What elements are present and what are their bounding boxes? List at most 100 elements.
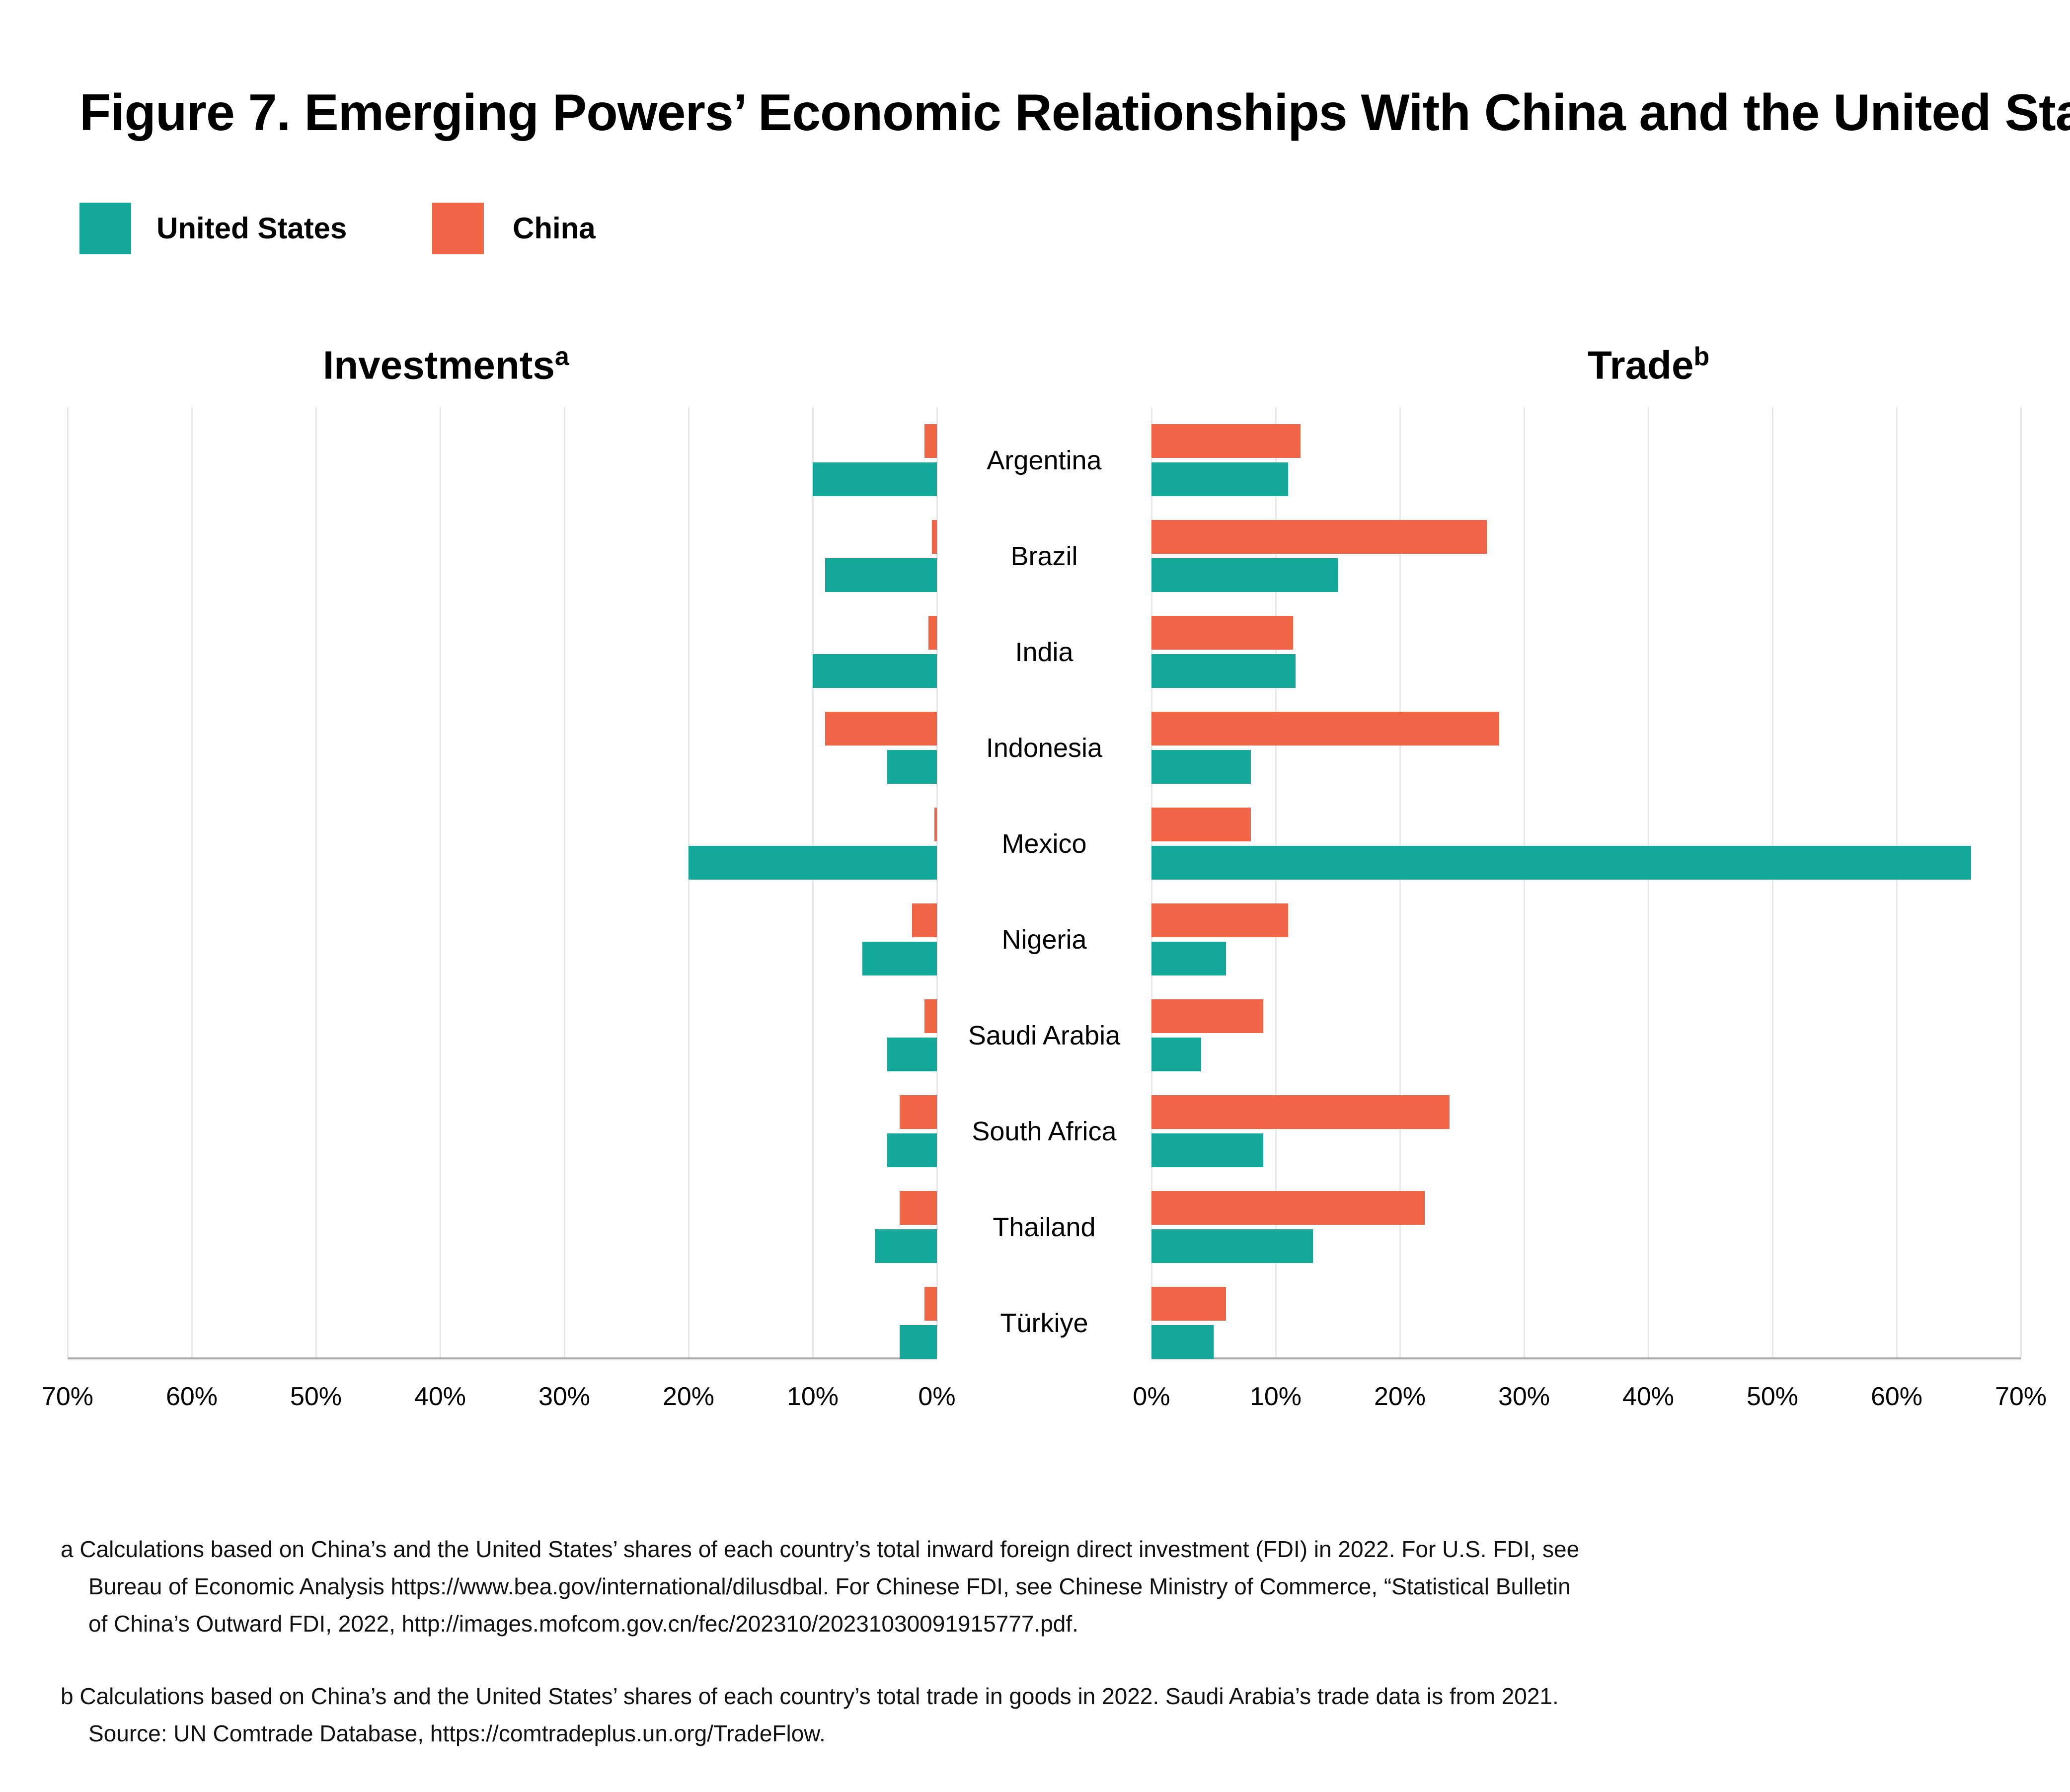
country-label-column: Argentina Brazil India Indonesia Mexico Niger… — [937, 407, 1151, 1357]
bar-trade-saudi-arabia-united-states — [1151, 1038, 1201, 1071]
footnote-a-marker: a — [554, 342, 569, 371]
country-label-indonesia: Indonesia — [986, 733, 1103, 763]
bar-trade-saudi-arabia-china — [1151, 999, 1263, 1033]
gridline-investments-4 — [564, 407, 565, 1357]
bar-investments-india-united-states — [813, 654, 937, 688]
footnote-b-line-1: Calculations based on China’s and the Un… — [79, 1683, 1559, 1709]
legend-swatch-china — [432, 203, 484, 254]
tick-investments-60pct: 60% — [165, 1382, 218, 1411]
footnote-a: a Calculations based on China’s and the … — [61, 1531, 1579, 1643]
gridline-trade-5 — [1772, 407, 1773, 1357]
gridline-trade-0 — [1151, 407, 1152, 1357]
bar-investments-south-africa-united-states — [887, 1133, 937, 1167]
figure-title: Figure 7. Emerging Powers’ Economic Rela… — [79, 84, 2070, 142]
bar-investments-thailand-china — [900, 1191, 937, 1225]
footnote-b-mark: b — [61, 1683, 74, 1709]
gridline-trade-1 — [1275, 407, 1277, 1357]
tick-trade-50pct: 50% — [1746, 1382, 1799, 1411]
gridline-investments-2 — [315, 407, 317, 1357]
gridline-investments-1 — [191, 407, 193, 1357]
bar-investments-mexico-china — [934, 808, 937, 841]
footnote-b-marker: b — [1693, 342, 1710, 371]
footnote-b: b Calculations based on China’s and the … — [61, 1678, 1559, 1752]
bar-investments-nigeria-china — [912, 903, 937, 937]
bar-trade-argentina-china — [1151, 424, 1301, 458]
bar-trade-india-china — [1151, 616, 1293, 650]
bar-investments-saudi-arabia-united-states — [887, 1038, 937, 1071]
bar-investments-thailand-united-states — [875, 1229, 937, 1263]
bar-trade-south-africa-united-states — [1151, 1133, 1263, 1167]
investments-plot — [67, 407, 938, 1359]
bar-trade-thailand-united-states — [1151, 1229, 1313, 1263]
tick-investments-70pct: 70% — [41, 1382, 94, 1411]
gridline-investments-5 — [688, 407, 690, 1357]
country-label-india: India — [1015, 637, 1073, 667]
bar-trade-india-united-states — [1151, 654, 1296, 688]
tick-investments-10pct: 10% — [786, 1382, 839, 1411]
country-label-mexico: Mexico — [1001, 829, 1087, 859]
gridline-trade-3 — [1524, 407, 1525, 1357]
gridline-investments-3 — [440, 407, 441, 1357]
trade-header: Tradeb — [1588, 342, 1710, 387]
investments-header: Investmentsa — [323, 342, 569, 387]
gridline-trade-6 — [1896, 407, 1898, 1357]
bar-investments-south-africa-china — [900, 1095, 937, 1129]
footnote-b-line-2: Source: UN Comtrade Database, https://co… — [88, 1720, 826, 1746]
bar-investments-mexico-united-states — [689, 846, 937, 880]
legend-swatch-united-states — [79, 203, 131, 254]
gridline-investments-6 — [812, 407, 814, 1357]
bar-trade-south-africa-china — [1151, 1095, 1450, 1129]
tick-investments-20pct: 20% — [662, 1382, 715, 1411]
legend-label-china: China — [513, 212, 596, 245]
bar-trade-t-rkiye-china — [1151, 1287, 1226, 1321]
country-label-south-africa: South Africa — [972, 1117, 1117, 1146]
tick-investments-40pct: 40% — [414, 1382, 466, 1411]
country-label-nigeria: Nigeria — [1001, 925, 1087, 955]
bar-investments-indonesia-united-states — [887, 750, 937, 784]
bar-trade-argentina-united-states — [1151, 462, 1288, 496]
bar-trade-nigeria-united-states — [1151, 942, 1226, 975]
bar-trade-indonesia-china — [1151, 712, 1499, 746]
gridline-investments-0 — [67, 407, 69, 1357]
legend-label-united-states: United States — [156, 212, 347, 245]
footnote-a-mark: a — [61, 1536, 74, 1562]
tick-trade-70pct: 70% — [1994, 1382, 2047, 1411]
bar-investments-india-china — [928, 616, 937, 650]
country-label-t-rkiye: Türkiye — [1000, 1308, 1088, 1338]
tick-trade-10pct: 10% — [1249, 1382, 1302, 1411]
trade-plot — [1151, 407, 2022, 1359]
footnote-a-line-2: Bureau of Economic Analysis https://www.… — [88, 1573, 1571, 1599]
tick-investments-30pct: 30% — [538, 1382, 591, 1411]
bar-trade-brazil-china — [1151, 520, 1487, 554]
country-label-saudi-arabia: Saudi Arabia — [968, 1021, 1121, 1050]
bar-investments-t-rkiye-china — [924, 1287, 937, 1321]
bar-investments-argentina-united-states — [813, 462, 937, 496]
tick-trade-40pct: 40% — [1622, 1382, 1675, 1411]
bar-investments-saudi-arabia-china — [924, 999, 937, 1033]
tick-trade-20pct: 20% — [1374, 1382, 1426, 1411]
bar-investments-brazil-china — [932, 520, 937, 554]
country-label-argentina: Argentina — [987, 446, 1102, 475]
bar-investments-brazil-united-states — [825, 558, 937, 592]
footnote-a-line-3: of China’s Outward FDI, 2022, http://ima… — [88, 1611, 1078, 1637]
bar-investments-nigeria-united-states — [862, 942, 937, 975]
gridline-trade-4 — [1648, 407, 1649, 1357]
tick-trade-30pct: 30% — [1498, 1382, 1550, 1411]
bar-trade-brazil-united-states — [1151, 558, 1338, 592]
footnote-a-line-1: Calculations based on China’s and the Un… — [79, 1536, 1580, 1562]
bar-trade-thailand-china — [1151, 1191, 1425, 1225]
gridline-trade-7 — [2020, 407, 2022, 1357]
country-label-thailand: Thailand — [993, 1212, 1096, 1242]
gridline-trade-2 — [1399, 407, 1401, 1357]
country-label-brazil: Brazil — [1010, 541, 1078, 571]
tick-investments-0pct: 0% — [918, 1382, 956, 1411]
bar-trade-indonesia-united-states — [1151, 750, 1251, 784]
bar-trade-mexico-china — [1151, 808, 1251, 841]
bar-investments-indonesia-china — [825, 712, 937, 746]
tick-trade-60pct: 60% — [1870, 1382, 1923, 1411]
bar-trade-t-rkiye-united-states — [1151, 1325, 1214, 1359]
bar-investments-t-rkiye-united-states — [900, 1325, 937, 1359]
bar-trade-mexico-united-states — [1151, 846, 1971, 880]
bar-trade-nigeria-china — [1151, 903, 1288, 937]
